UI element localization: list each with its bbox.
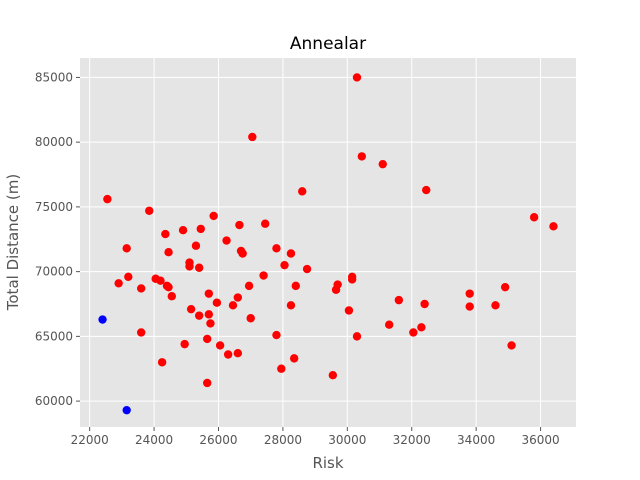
data-point [302, 264, 312, 274]
data-point [194, 263, 204, 272]
data-point [491, 301, 500, 310]
data-point [465, 302, 474, 311]
data-point [122, 405, 131, 415]
data-point [280, 260, 289, 270]
data-point [286, 301, 296, 310]
y-axis-label: Total Distance (m) [4, 174, 22, 311]
data-point [191, 241, 201, 250]
data-point [164, 282, 173, 292]
chart-title: Annealar [290, 34, 366, 54]
data-point [289, 354, 299, 363]
x-tick-label: 22000 [71, 433, 109, 447]
data-point [233, 293, 243, 302]
data-point [145, 206, 154, 215]
y-tick-label: 65000 [35, 329, 73, 343]
data-point [238, 249, 247, 258]
y-tick-label: 80000 [35, 135, 73, 149]
data-point [291, 281, 300, 291]
data-point [500, 282, 510, 292]
data-point [203, 334, 212, 344]
x-axis-ticks: 22000 24000 26000 28000 30000 32000 34000 36000 [71, 427, 560, 447]
data-point [196, 224, 205, 234]
data-point [204, 289, 214, 298]
grid-lines [80, 58, 576, 427]
data-point [136, 328, 146, 337]
data-point [209, 211, 218, 221]
x-tick-label: 34000 [457, 433, 495, 447]
data-point [228, 301, 238, 310]
data-point [186, 304, 196, 314]
data-point [409, 328, 418, 337]
x-tick-label: 36000 [521, 433, 559, 447]
data-point [103, 194, 112, 204]
data-point [420, 299, 429, 309]
data-point [204, 310, 214, 319]
x-tick-label: 24000 [135, 433, 173, 447]
data-point [352, 73, 362, 82]
data-point [422, 185, 431, 195]
data-point [394, 295, 404, 305]
data-point [114, 279, 123, 288]
data-point [222, 236, 231, 245]
data-point [352, 332, 362, 341]
data-point [233, 349, 243, 358]
data-point [259, 271, 268, 280]
data-point [378, 159, 387, 169]
data-point [465, 289, 474, 298]
data-point [260, 219, 270, 228]
data-point [164, 248, 173, 257]
data-point [272, 330, 281, 340]
data-point [298, 187, 307, 196]
data-point [215, 341, 225, 350]
data-point [157, 358, 167, 367]
data-point [244, 281, 254, 291]
data-point [223, 350, 233, 359]
data-point [357, 152, 367, 161]
data-point [328, 371, 338, 380]
data-point [417, 323, 426, 332]
x-axis-label: Risk [312, 454, 343, 472]
data-point [248, 132, 257, 142]
data-points [98, 73, 558, 415]
data-point [272, 244, 281, 253]
data-point [136, 284, 146, 293]
data-point [384, 320, 394, 329]
y-tick-label: 75000 [35, 200, 73, 214]
data-point [98, 315, 107, 324]
data-point [344, 306, 354, 315]
data-point [549, 222, 558, 231]
data-point [529, 213, 539, 222]
data-point [161, 229, 170, 239]
x-tick-label: 30000 [328, 433, 366, 447]
data-point [286, 249, 296, 258]
x-tick-label: 26000 [199, 433, 237, 447]
data-point [347, 275, 357, 284]
data-point [246, 314, 255, 323]
data-point [156, 276, 165, 285]
data-point [206, 319, 215, 328]
y-tick-label: 85000 [35, 70, 73, 84]
x-tick-label: 32000 [393, 433, 431, 447]
data-point [180, 339, 189, 349]
data-point [167, 292, 176, 301]
data-point [235, 220, 244, 230]
data-point [194, 311, 204, 320]
data-point [507, 341, 516, 350]
data-point [122, 244, 131, 253]
data-point [124, 272, 133, 282]
data-point [333, 280, 342, 289]
y-tick-label: 70000 [35, 265, 73, 279]
data-point [178, 226, 188, 235]
data-point [212, 298, 222, 307]
x-tick-label: 28000 [264, 433, 302, 447]
y-tick-label: 60000 [35, 394, 73, 408]
y-axis-ticks: 60000 65000 70000 75000 80000 85000 [35, 70, 80, 408]
data-point [203, 378, 212, 388]
data-point [185, 262, 194, 271]
data-point [277, 364, 286, 373]
